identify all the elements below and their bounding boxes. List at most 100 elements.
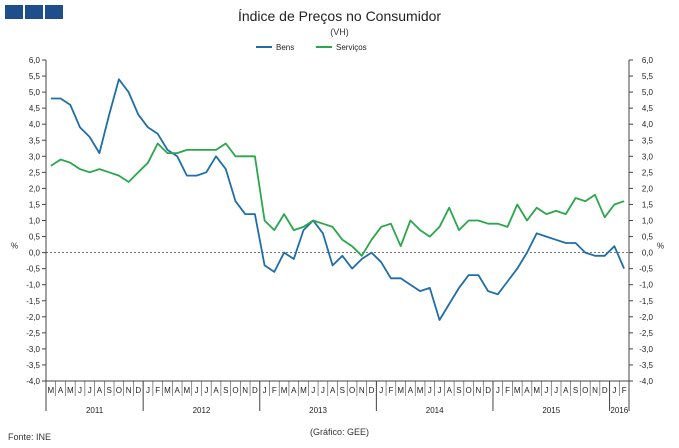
y-tick-label-right: 2,5	[642, 168, 654, 177]
x-month-label: M	[164, 386, 171, 395]
x-month-label: S	[106, 386, 111, 395]
x-month-label: M	[397, 386, 404, 395]
y-tick-label-left: -3,5	[26, 361, 40, 370]
x-month-label: A	[97, 386, 103, 395]
y-tick-label-right: -4,0	[639, 377, 653, 386]
chart-title: Índice de Preços no Consumidor	[237, 8, 442, 24]
x-month-label: D	[485, 386, 491, 395]
x-month-label: J	[321, 386, 325, 395]
y-tick-label-left: -0,5	[26, 265, 40, 274]
y-tick-label-left: -2,5	[26, 329, 40, 338]
x-month-label: S	[223, 386, 228, 395]
x-month-label: J	[195, 386, 199, 395]
x-year-label: 2015	[542, 406, 560, 415]
y-axis-label-right: %	[657, 242, 664, 251]
series-line-servicos	[50, 142, 625, 257]
x-year-label: 2016	[610, 406, 628, 415]
y-tick-label-left: -2,0	[26, 313, 40, 322]
x-month-label: M	[48, 386, 55, 395]
y-tick-label-left: 1,0	[29, 217, 41, 226]
x-month-label: M	[300, 386, 307, 395]
x-month-label: A	[175, 386, 181, 395]
y-tick-label-left: -3,0	[26, 345, 40, 354]
series-line-bens	[50, 78, 625, 321]
x-month-label: J	[379, 386, 383, 395]
y-tick-label-left: 5,0	[29, 88, 41, 97]
y-tick-label-right: 4,5	[642, 104, 654, 113]
y-tick-label-left: 5,5	[29, 72, 41, 81]
chart-axes: 6,0 6,0 5,5 5,5 5,0 5,0 4,5 4,5 4,0 4,0 3,5 3,5 3,0 3…	[11, 56, 664, 415]
x-month-label: J	[554, 386, 558, 395]
y-tick-label-right: 3,0	[642, 152, 654, 161]
x-month-label: N	[592, 386, 598, 395]
x-month-label: F	[505, 386, 510, 395]
x-year-label: 2013	[309, 406, 327, 415]
y-tick-label-right: -2,0	[639, 313, 653, 322]
x-month-label: M	[514, 386, 521, 395]
y-tick-label-right: 6,0	[642, 56, 654, 65]
y-tick-label-right: 1,0	[642, 217, 654, 226]
x-year-label: 2014	[426, 406, 444, 415]
x-month-label: J	[78, 386, 82, 395]
x-month-label: D	[252, 386, 258, 395]
x-month-label: F	[272, 386, 277, 395]
x-month-label: J	[311, 386, 315, 395]
legend-label: Serviços	[336, 43, 367, 52]
x-month-label: J	[88, 386, 92, 395]
y-tick-label-left: 1,5	[29, 200, 41, 209]
chart-legend: Bens Serviços	[256, 43, 367, 52]
x-month-label: O	[466, 386, 472, 395]
chart-source: Fonte: INE	[8, 432, 52, 442]
x-month-label: J	[146, 386, 150, 395]
y-tick-label-right: 3,5	[642, 136, 654, 145]
y-tick-label-left: 4,0	[29, 120, 41, 129]
logo-square	[5, 5, 23, 19]
x-month-label: A	[213, 386, 219, 395]
y-tick-label-left: 6,0	[29, 56, 41, 65]
x-month-label: F	[155, 386, 160, 395]
y-tick-label-right: 0,0	[642, 249, 654, 258]
x-month-label: J	[612, 386, 616, 395]
y-tick-label-right: -2,5	[639, 329, 653, 338]
x-month-label: O	[116, 386, 122, 395]
logo-square	[45, 5, 63, 19]
y-tick-label-right: 0,5	[642, 233, 654, 242]
x-month-label: A	[408, 386, 414, 395]
x-month-label: A	[563, 386, 569, 395]
x-month-label: M	[184, 386, 191, 395]
x-year-label: 2011	[86, 406, 104, 415]
x-month-label: J	[496, 386, 500, 395]
x-month-label: O	[232, 386, 238, 395]
y-tick-label-left: 4,5	[29, 104, 41, 113]
y-axis-label-left: %	[11, 242, 18, 251]
y-tick-label-right: 4,0	[642, 120, 654, 129]
y-tick-label-left: -4,0	[26, 377, 40, 386]
y-tick-label-left: 0,5	[29, 233, 41, 242]
x-month-label: S	[340, 386, 345, 395]
x-month-label: D	[602, 386, 608, 395]
x-year-label: 2012	[193, 406, 211, 415]
y-tick-label-left: 3,0	[29, 152, 41, 161]
chart-series	[50, 78, 625, 321]
x-month-label: A	[291, 386, 297, 395]
x-month-label: F	[622, 386, 627, 395]
x-month-label: A	[447, 386, 453, 395]
x-month-label: J	[544, 386, 548, 395]
x-month-label: N	[242, 386, 248, 395]
y-tick-label-left: 2,0	[29, 184, 41, 193]
x-month-label: S	[456, 386, 461, 395]
y-tick-label-right: 1,5	[642, 200, 654, 209]
logo-square	[25, 5, 43, 19]
x-month-label: N	[476, 386, 482, 395]
x-month-label: O	[582, 386, 588, 395]
x-month-label: M	[281, 386, 288, 395]
y-tick-label-left: -1,0	[26, 281, 40, 290]
chart-credit: (Gráfico: GEE)	[309, 427, 369, 437]
x-month-label: J	[263, 386, 267, 395]
x-month-label: F	[388, 386, 393, 395]
x-month-label: M	[67, 386, 74, 395]
chart-subtitle: (VH)	[330, 27, 349, 37]
x-month-label: O	[349, 386, 355, 395]
y-tick-label-right: -0,5	[639, 265, 653, 274]
